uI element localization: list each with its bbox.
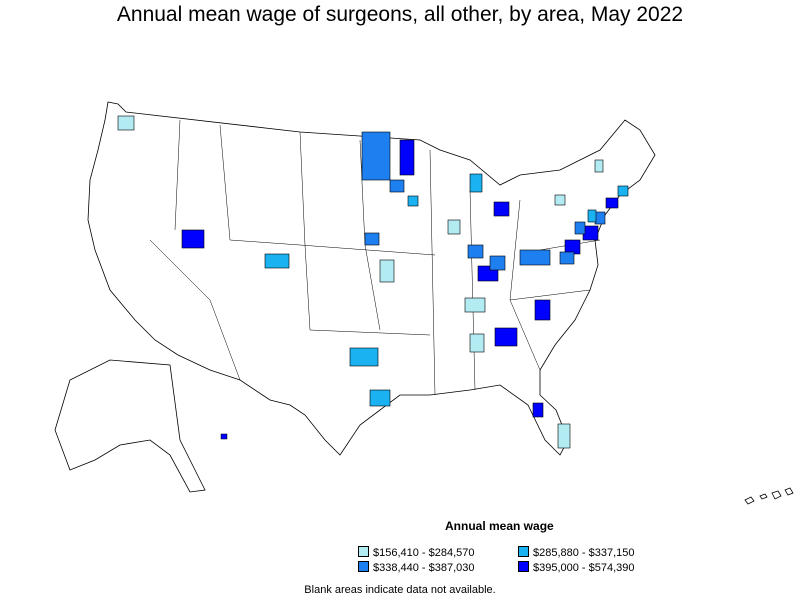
legend-swatch [358, 561, 369, 572]
area-level2 [587, 209, 597, 223]
area-level1 [554, 194, 566, 206]
area-level4 [493, 201, 510, 217]
area-level3 [559, 251, 575, 265]
area-level1 [379, 259, 395, 283]
area-level1 [594, 159, 604, 173]
area-level3 [361, 131, 391, 181]
legend-item: $156,410 - $284,570 [358, 546, 475, 560]
area-level3 [519, 249, 551, 266]
legend-title: Annual mean wage [445, 519, 554, 533]
area-level4 [181, 229, 205, 249]
area-level1 [464, 297, 486, 313]
area-level2 [617, 185, 629, 197]
area-level4 [399, 139, 415, 176]
area-level4 [534, 299, 551, 321]
area-level3 [389, 179, 405, 193]
area-level3 [489, 255, 506, 271]
hawaii-islands [744, 487, 794, 505]
area-level1 [469, 333, 485, 353]
legend-item: $285,880 - $337,150 [518, 546, 635, 560]
legend-label: $285,880 - $337,150 [533, 547, 635, 559]
area-level2 [369, 389, 391, 407]
area-level4 [494, 327, 518, 347]
area-level2 [264, 253, 290, 269]
legend-swatch [518, 561, 529, 572]
legend-swatch [518, 546, 529, 557]
map-title: Annual mean wage of surgeons, all other,… [116, 3, 684, 26]
area-level1 [117, 115, 135, 131]
area-level4 [532, 402, 544, 418]
area-level3 [467, 244, 484, 259]
area-level2 [469, 173, 483, 193]
legend-swatch [358, 546, 369, 557]
area-level1 [447, 219, 461, 235]
footnote: Blank areas indicate data not available. [304, 584, 496, 596]
area-level3 [594, 211, 606, 225]
area-level3 [364, 232, 380, 246]
legend-label: $338,440 - $387,030 [373, 562, 475, 574]
area-level2 [407, 195, 419, 207]
hawaii-area-highlight [220, 433, 228, 440]
area-level4 [605, 197, 619, 209]
wage-areas [117, 115, 629, 449]
legend-item: $395,000 - $574,390 [518, 561, 635, 575]
area-level1 [557, 423, 571, 449]
alaska-outline [54, 359, 206, 493]
area-level2 [349, 347, 379, 367]
legend-item: $338,440 - $387,030 [358, 561, 475, 575]
legend-label: $156,410 - $284,570 [373, 547, 475, 559]
legend-label: $395,000 - $574,390 [533, 562, 635, 574]
area-level3 [574, 221, 586, 235]
